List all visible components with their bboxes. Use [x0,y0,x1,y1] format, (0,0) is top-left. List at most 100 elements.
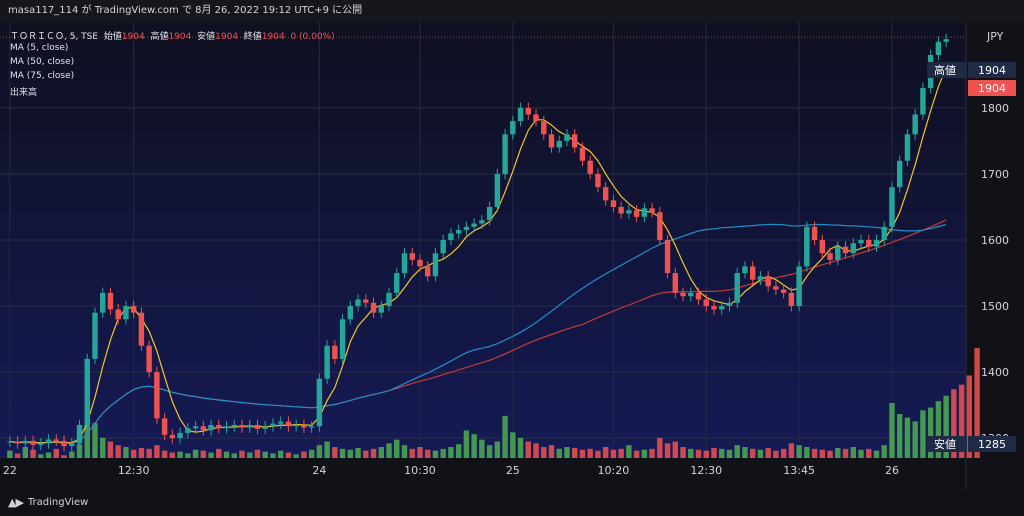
price-axis[interactable]: 130014001500160017001800 [981,102,1009,445]
volume-bar [262,451,268,458]
candle-body [757,276,764,280]
volume-bar [14,453,21,458]
candle-body [432,253,439,277]
candle-body [370,302,377,313]
candle-body [417,259,423,267]
volume-bar [53,448,60,458]
volume-bar [370,448,377,458]
volume-bar [672,441,679,458]
volume-bar [130,449,137,458]
volume-bar [247,452,253,458]
volume-bar [657,437,663,458]
volume-bar [579,449,586,458]
volume-bar [394,439,400,458]
volume-bar [587,448,593,458]
candle-body [626,210,632,214]
volume-bar [355,447,361,458]
volume-bar [633,450,640,458]
volume-bar [123,447,129,458]
low-tag-value: 1285 [978,438,1006,451]
moving-averages [9,67,947,444]
candle-body [424,266,431,277]
volume-bar [308,449,315,458]
volume-bar [316,445,323,458]
time-tick-label: 12:30 [118,464,150,477]
volume-bar [30,449,36,458]
volume-bar [363,450,369,458]
volume-bar [935,401,942,458]
volume-bar [974,348,980,458]
volume-bar [904,417,911,458]
volume-bar [185,453,191,458]
price-chart[interactable]: 130014001500160017001800 2212:302410:302… [0,22,1024,490]
price-tick-label: 1500 [981,300,1009,313]
candle-body [850,243,856,254]
volume-bar [45,452,52,458]
volume-bar [866,448,872,458]
candle-body [192,426,199,429]
candle-body [138,312,145,346]
candle-body [649,208,655,213]
legend-ma50[interactable]: MA (50, close) [10,57,75,67]
volume-bar [649,448,655,458]
volume-bar [177,451,183,458]
candle-body [610,200,617,207]
low-tag-label: 安値 [934,437,956,451]
time-tick-label: 10:20 [598,464,630,477]
footer-bar: ▲▶ TradingView [0,490,1024,516]
candle-body [556,140,562,148]
candle-body [896,160,903,188]
candle-body [262,426,268,429]
volume-bar [107,441,114,458]
legend-ma75[interactable]: MA (75, close) [10,71,75,81]
volume-bar [409,448,415,458]
volume-bar [494,441,501,458]
candle-body [912,114,918,135]
volume-bar [780,448,787,458]
volume-bar [703,450,709,458]
volume-bar [76,444,83,458]
price-tick-label: 1700 [981,168,1009,181]
candle-body [889,187,895,227]
ma5-line [9,67,947,444]
volume-bar [432,450,439,458]
candle-body [386,292,392,307]
candle-body [618,206,624,214]
volume-bars [7,348,980,458]
candle-body [231,424,237,427]
candle-body [548,134,555,148]
volume-bar [572,447,578,458]
volume-bar [192,449,199,458]
candle-body [881,226,887,240]
candle-body [440,240,446,254]
candle-body [533,114,539,122]
tradingview-icon: ▲▶ [8,496,24,509]
volume-bar [378,447,384,458]
volume-bar [324,441,330,458]
volume-bar [757,449,764,458]
candle-body [587,160,593,174]
candle-body [76,424,83,444]
tradingview-logo[interactable]: ▲▶ TradingView [8,496,88,509]
candle-body [633,210,640,217]
volume-bar [773,450,779,458]
candle-body [835,246,841,260]
volume-bar [69,451,75,458]
volume-bar [881,445,887,458]
candle-body [355,299,361,307]
candle-body [904,134,911,161]
candle-body [409,253,415,260]
volume-bar [277,450,284,458]
candle-body [339,319,346,359]
candle-body [448,233,454,240]
candle-body [703,299,709,307]
volume-bar [301,451,307,458]
legend-symbol: ＴＯＲＩＣＯ, 5, TSE [10,32,99,42]
volume-bar [896,414,903,458]
candle-body [154,372,160,419]
legend-volume[interactable]: 出来高 [10,88,38,98]
candle-body [463,226,470,231]
volume-bar [564,447,570,458]
legend-ma5[interactable]: MA (5, close) [10,43,69,53]
